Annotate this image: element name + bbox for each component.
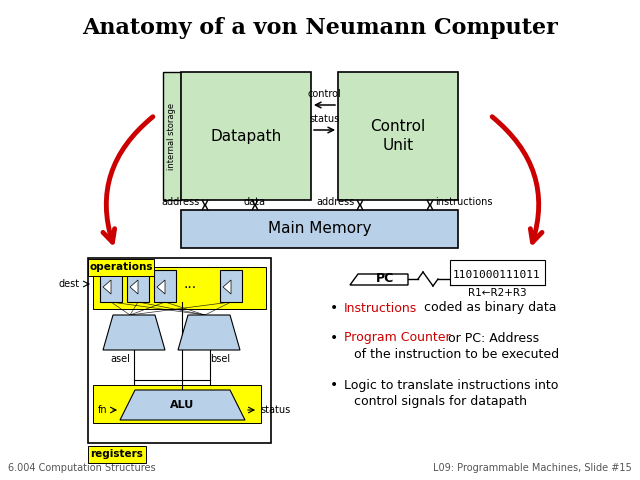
Text: Datapath: Datapath: [211, 129, 282, 144]
FancyArrowPatch shape: [492, 117, 542, 242]
Text: PC: PC: [376, 273, 394, 286]
Text: •: •: [330, 301, 339, 315]
FancyBboxPatch shape: [127, 270, 149, 302]
Text: R1←R2+R3: R1←R2+R3: [468, 288, 526, 298]
Text: Instructions: Instructions: [344, 301, 417, 314]
FancyBboxPatch shape: [93, 267, 266, 309]
Text: Program Counter: Program Counter: [344, 332, 451, 345]
Polygon shape: [103, 315, 165, 350]
FancyBboxPatch shape: [450, 260, 545, 285]
Text: address: address: [162, 197, 200, 207]
Text: instructions: instructions: [435, 197, 493, 207]
Polygon shape: [130, 280, 138, 294]
Polygon shape: [103, 280, 111, 294]
Text: internal storage: internal storage: [168, 102, 177, 169]
FancyBboxPatch shape: [88, 446, 146, 463]
Text: ...: ...: [184, 277, 196, 291]
FancyArrowPatch shape: [103, 117, 153, 242]
Text: ALU: ALU: [170, 400, 194, 410]
FancyBboxPatch shape: [181, 210, 458, 248]
Polygon shape: [223, 280, 231, 294]
FancyBboxPatch shape: [88, 259, 154, 276]
Text: asel: asel: [110, 354, 130, 364]
Text: registers: registers: [91, 449, 143, 459]
Text: fn: fn: [97, 405, 107, 415]
FancyBboxPatch shape: [163, 72, 181, 200]
Polygon shape: [157, 280, 165, 294]
Polygon shape: [350, 274, 408, 285]
FancyBboxPatch shape: [220, 270, 242, 302]
Polygon shape: [120, 390, 245, 420]
Text: dest: dest: [59, 279, 80, 289]
FancyBboxPatch shape: [93, 385, 261, 423]
Text: Main Memory: Main Memory: [268, 221, 371, 237]
Text: Logic to translate instructions into: Logic to translate instructions into: [344, 379, 558, 392]
Text: bsel: bsel: [210, 354, 230, 364]
Text: status: status: [260, 405, 291, 415]
Text: address: address: [317, 197, 355, 207]
Text: control signals for datapath: control signals for datapath: [354, 396, 527, 408]
Text: of the instruction to be executed: of the instruction to be executed: [354, 348, 559, 361]
FancyBboxPatch shape: [181, 72, 311, 200]
Text: operations: operations: [89, 262, 153, 272]
FancyBboxPatch shape: [88, 258, 271, 443]
Polygon shape: [178, 315, 240, 350]
Text: control: control: [308, 89, 341, 99]
Text: status: status: [309, 114, 340, 124]
FancyBboxPatch shape: [154, 270, 176, 302]
Text: L09: Programmable Machines, Slide #15: L09: Programmable Machines, Slide #15: [433, 463, 632, 473]
Text: 6.004 Computation Structures: 6.004 Computation Structures: [8, 463, 156, 473]
Text: coded as binary data: coded as binary data: [420, 301, 557, 314]
Text: 1101000111011: 1101000111011: [453, 270, 541, 280]
Text: or PC: Address: or PC: Address: [444, 332, 539, 345]
FancyBboxPatch shape: [338, 72, 458, 200]
Text: Anatomy of a von Neumann Computer: Anatomy of a von Neumann Computer: [82, 17, 558, 39]
Text: Control
Unit: Control Unit: [371, 119, 426, 154]
FancyBboxPatch shape: [100, 270, 122, 302]
Text: •: •: [330, 331, 339, 345]
Text: data: data: [244, 197, 266, 207]
Text: •: •: [330, 378, 339, 392]
